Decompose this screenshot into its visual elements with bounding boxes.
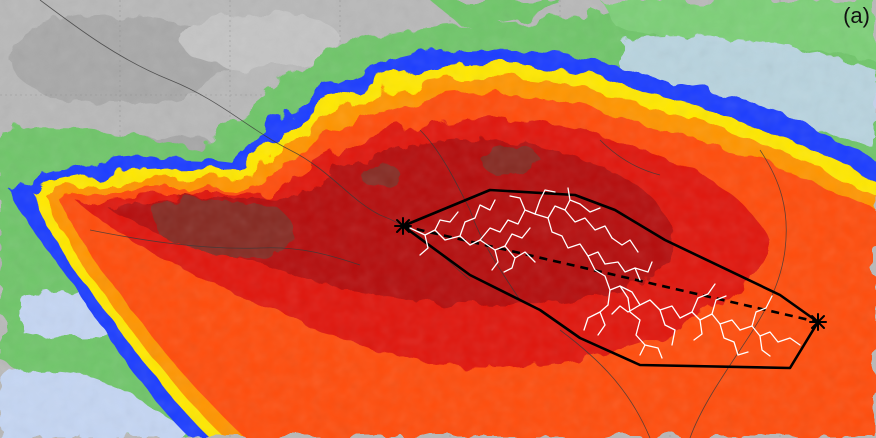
asterisk-marker-end	[809, 313, 827, 331]
asterisk-marker-start	[394, 217, 412, 235]
lightning-flash-channels	[409, 187, 801, 359]
panel-label: (a)	[843, 3, 870, 28]
flash-length-line	[402, 224, 819, 324]
